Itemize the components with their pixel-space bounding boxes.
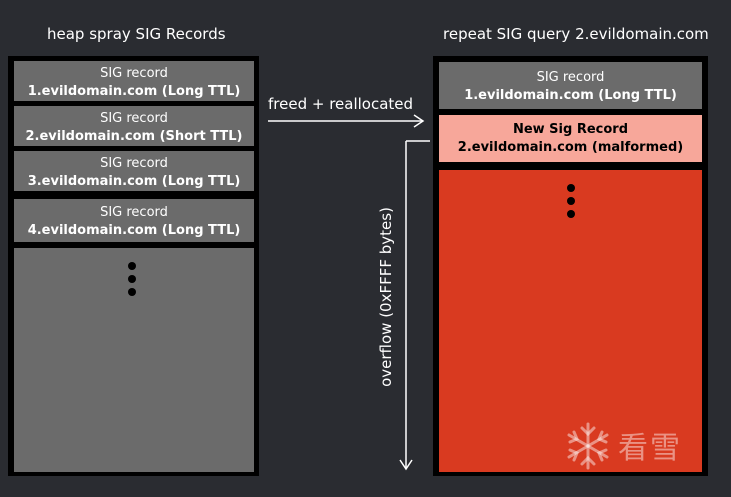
snowflake-logo-icon bbox=[567, 422, 609, 470]
record-domain-label: 1.evildomain.com (Long TTL) bbox=[27, 84, 241, 99]
ellipsis-dot bbox=[567, 197, 575, 205]
record-type-label: SIG record bbox=[100, 66, 168, 81]
ellipsis-dot bbox=[128, 262, 136, 270]
record-type-label: SIG record bbox=[536, 70, 605, 85]
record-domain-label: 3.evildomain.com (Long TTL) bbox=[27, 174, 241, 189]
ellipsis-dot bbox=[128, 275, 136, 283]
record-domain-label: 2.evildomain.com (malformed) bbox=[457, 140, 684, 155]
left-sig-record-3: SIG record 3.evildomain.com (Long TTL) bbox=[14, 151, 254, 191]
ellipsis-dot bbox=[567, 184, 575, 192]
right-heap-panel: SIG record 1.evildomain.com (Long TTL) N… bbox=[433, 56, 708, 476]
record-type-label: SIG record bbox=[100, 205, 168, 220]
record-domain-label: 4.evildomain.com (Long TTL) bbox=[27, 223, 241, 238]
record-type-label: SIG record bbox=[100, 111, 168, 126]
left-sig-record-2: SIG record 2.evildomain.com (Short TTL) bbox=[14, 106, 254, 146]
reallocate-arrow bbox=[268, 114, 425, 128]
ellipsis-dot bbox=[128, 288, 136, 296]
ellipsis-dot bbox=[567, 210, 575, 218]
record-domain-label: 2.evildomain.com (Short TTL) bbox=[25, 129, 243, 144]
record-domain-label: 1.evildomain.com (Long TTL) bbox=[464, 88, 677, 103]
left-sig-record-4: SIG record 4.evildomain.com (Long TTL) bbox=[14, 199, 254, 242]
overflow-region bbox=[439, 170, 702, 472]
left-unused-heap-area bbox=[14, 248, 254, 472]
overflow-arrow bbox=[399, 140, 430, 471]
left-panel-title: heap spray SIG Records bbox=[47, 25, 226, 43]
record-type-label: New Sig Record bbox=[512, 122, 629, 137]
new-sig-record-malformed: New Sig Record 2.evildomain.com (malform… bbox=[439, 115, 702, 162]
right-sig-record-1: SIG record 1.evildomain.com (Long TTL) bbox=[439, 62, 702, 109]
left-heap-panel: SIG record 1.evildomain.com (Long TTL) S… bbox=[8, 56, 259, 476]
record-type-label: SIG record bbox=[100, 156, 168, 171]
right-panel-title: repeat SIG query 2.evildomain.com bbox=[443, 25, 709, 43]
reallocate-label: freed + reallocated bbox=[268, 95, 414, 113]
overflow-label: overflow (0xFFFF bytes) bbox=[377, 207, 395, 387]
watermark-text: 看雪 bbox=[618, 431, 682, 466]
left-sig-record-1: SIG record 1.evildomain.com (Long TTL) bbox=[14, 61, 254, 101]
